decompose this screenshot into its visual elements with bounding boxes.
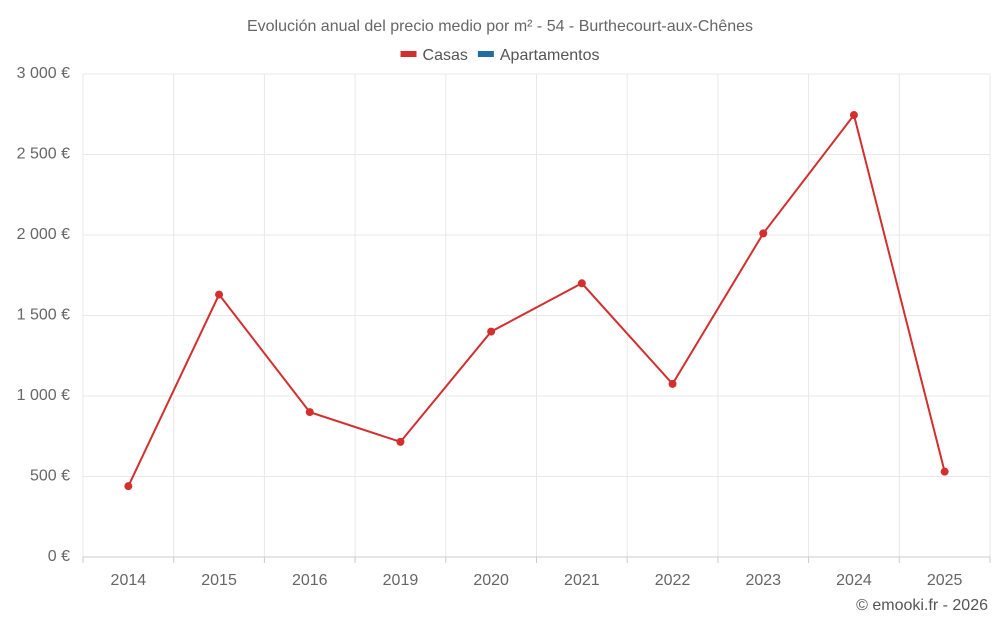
data-point[interactable] [305,408,314,417]
x-tick-label: 2020 [473,572,509,589]
legend-swatch [477,51,494,57]
y-tick-label: 1 000 € [17,387,70,404]
y-tick-label: 3 000 € [17,65,70,82]
x-tick-label: 2016 [292,572,328,589]
x-tick-label: 2014 [111,572,147,589]
x-tick-label: 2024 [836,572,872,589]
x-tick-label: 2015 [201,572,237,589]
data-point[interactable] [940,467,949,476]
legend-label: Apartamentos [500,47,600,64]
x-tick-label: 2022 [655,572,691,589]
data-point[interactable] [215,290,224,299]
gridlines [82,73,991,557]
x-tick-label: 2025 [927,572,963,589]
x-tick-label: 2019 [383,572,419,589]
data-point[interactable] [396,437,405,446]
y-tick-label: 500 € [30,468,70,485]
data-point[interactable] [487,327,496,336]
series-line-0 [127,112,946,487]
credit-text: © emooki.fr - 2026 [856,597,988,614]
legend-item-0[interactable]: Casas [400,47,468,64]
data-point[interactable] [577,279,586,288]
y-tick-label: 0 € [48,548,70,565]
legend[interactable]: Casas Apartamentos [400,47,600,64]
data-point[interactable] [124,482,133,491]
series [124,111,949,491]
axes: 0 € 500 € 1 000 € 1 500 € 2 000 € 2 500 € 3 00… [17,65,991,589]
y-tick-label: 2 500 € [17,146,70,163]
data-point[interactable] [849,111,858,120]
y-tick-label: 2 000 € [17,226,70,243]
legend-item-1[interactable]: Apartamentos [477,47,600,64]
legend-swatch [400,51,417,57]
data-point[interactable] [668,379,677,388]
x-tick-label: 2023 [745,572,781,589]
x-tick-label: 2021 [564,572,600,589]
chart-title: Evolución anual del precio medio por m² … [247,18,753,35]
legend-label: Casas [423,47,468,64]
data-point[interactable] [759,229,768,238]
y-tick-label: 1 500 € [17,307,70,324]
